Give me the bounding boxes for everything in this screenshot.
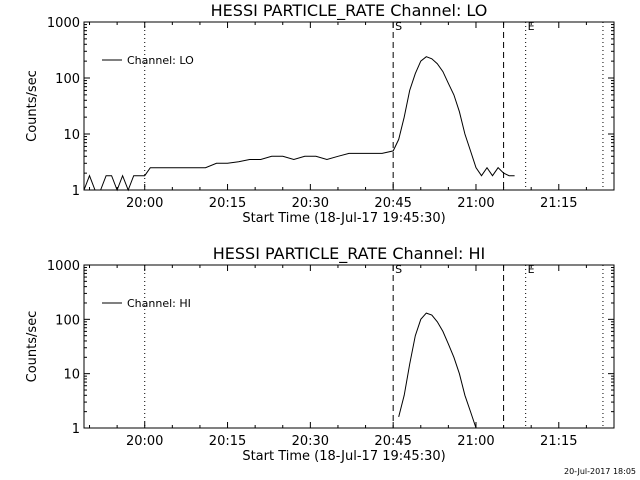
- generation-timestamp: 20-Jul-2017 18:05: [564, 467, 636, 476]
- chart-title: HESSI PARTICLE_RATE Channel: HI: [213, 244, 486, 264]
- y-tick-label: 1: [72, 184, 80, 199]
- y-tick-label: 1: [72, 422, 80, 437]
- y-tick-label: 1000: [47, 259, 80, 274]
- x-tick-label: 20:30: [292, 196, 329, 211]
- hi-channel-panel: HESSI PARTICLE_RATE Channel: HI 1 10 100 100…: [25, 244, 615, 464]
- legend-label: Channel: LO: [127, 54, 194, 67]
- y-tick-label: 100: [55, 313, 80, 328]
- time-marker-label: E: [528, 20, 535, 33]
- y-tick-label: 100: [55, 72, 80, 87]
- series-line: [398, 312, 477, 429]
- plot-frame: [83, 264, 615, 429]
- time-marker-label: S: [395, 20, 402, 33]
- x-tick-label: 20:45: [374, 196, 411, 211]
- y-tick-label: 10: [63, 128, 80, 143]
- time-marker-label: E: [528, 263, 535, 276]
- plot-frame: [83, 21, 615, 191]
- x-tick-label: 20:15: [209, 196, 246, 211]
- x-tick-label: 21:00: [457, 434, 494, 449]
- x-tick-label: 20:00: [126, 434, 163, 449]
- legend-label: Channel: HI: [127, 297, 191, 310]
- x-tick-label: 20:00: [126, 196, 163, 211]
- time-marker-label: S: [395, 263, 402, 276]
- x-tick-label: 20:15: [209, 434, 246, 449]
- lo-channel-panel: HESSI PARTICLE_RATE Channel: LO 1 10 100 100…: [25, 1, 615, 226]
- x-axis-label: Start Time (18-Jul-17 19:45:30): [242, 211, 445, 226]
- x-tick-label: 20:30: [292, 434, 329, 449]
- x-tick-label: 21:15: [540, 196, 577, 211]
- x-axis-label: Start Time (18-Jul-17 19:45:30): [242, 449, 445, 464]
- series-line: [83, 56, 515, 192]
- x-tick-label: 21:00: [457, 196, 494, 211]
- y-axis-label: Counts/sec: [25, 311, 40, 383]
- chart-title: HESSI PARTICLE_RATE Channel: LO: [211, 1, 488, 21]
- y-tick-label: 1000: [47, 16, 80, 31]
- x-tick-label: 20:45: [374, 434, 411, 449]
- y-axis-label: Counts/sec: [25, 70, 40, 142]
- x-tick-label: 21:15: [540, 434, 577, 449]
- y-tick-label: 10: [63, 368, 80, 383]
